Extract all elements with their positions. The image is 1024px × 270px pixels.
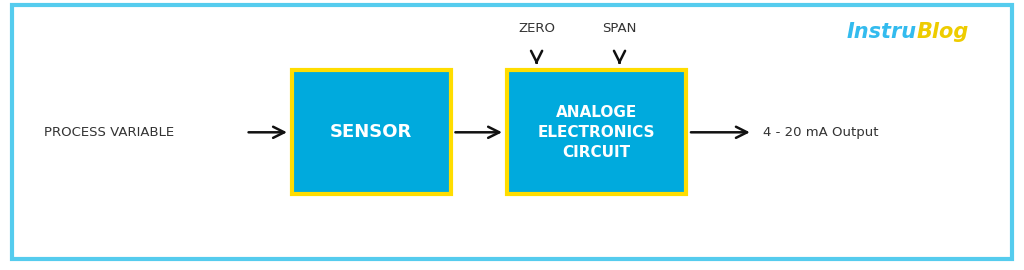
Text: Instru: Instru xyxy=(847,22,916,42)
Bar xyxy=(507,70,686,194)
Text: ANALOGE
ELECTRONICS
CIRCUIT: ANALOGE ELECTRONICS CIRCUIT xyxy=(538,105,655,160)
Text: PROCESS VARIABLE: PROCESS VARIABLE xyxy=(44,126,174,139)
Text: ZERO: ZERO xyxy=(518,22,555,35)
Text: SENSOR: SENSOR xyxy=(330,123,413,141)
Text: 4 - 20 mA Output: 4 - 20 mA Output xyxy=(763,126,879,139)
Bar xyxy=(292,70,451,194)
Text: SPAN: SPAN xyxy=(602,22,637,35)
Text: Blog: Blog xyxy=(916,22,969,42)
